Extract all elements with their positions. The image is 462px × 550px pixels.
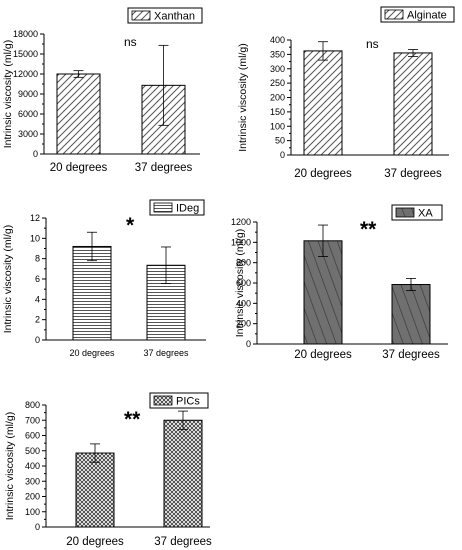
y-tick-label: 600	[236, 278, 251, 288]
x-category-label: 20 degrees	[294, 349, 352, 361]
legend-swatch	[153, 395, 173, 406]
y-tick-label: 9000	[18, 89, 38, 99]
x-category-label: 37 degrees	[135, 162, 193, 174]
y-tick-label: 1200	[231, 217, 251, 227]
y-axis-label: Intrinsic viscosity (ml/g)	[4, 412, 16, 521]
y-tick-label: 100	[270, 121, 285, 131]
y-tick-label: 150	[270, 107, 285, 117]
y-axis-label: Intrinsic viscosity (ml/g)	[2, 40, 14, 149]
y-tick-label: 200	[25, 492, 40, 502]
x-category-label: 20 degrees	[50, 162, 108, 174]
legend-label: Xanthan	[154, 11, 195, 23]
legend-swatch	[384, 9, 404, 20]
y-tick-label: 400	[25, 461, 40, 471]
y-tick-label: 12000	[13, 69, 38, 79]
bar-alginate-1	[303, 50, 343, 156]
significance-label: *	[126, 214, 135, 237]
legend-swatch	[395, 207, 415, 218]
x-category-label: 20 degrees	[294, 168, 352, 180]
y-tick-label: 15000	[13, 49, 38, 59]
y-tick-label: 0	[35, 522, 40, 532]
y-tick-label: 2	[35, 315, 40, 325]
y-tick-label: 4	[35, 294, 40, 304]
y-tick-label: 800	[25, 400, 40, 410]
bar-pics-1	[75, 452, 115, 528]
y-tick-label: 100	[25, 507, 40, 517]
bar-xa-2	[391, 284, 431, 345]
x-category-label: 20 degrees	[66, 536, 124, 548]
y-axis-label: Intrinsic viscosity (ml/g)	[2, 225, 14, 334]
y-tick-label: 6000	[18, 109, 38, 119]
bar-pics-2	[163, 419, 203, 528]
legend-label: PICs	[176, 396, 200, 408]
y-tick-label: 1000	[231, 237, 251, 247]
y-axis-label: Intrinsic viscosity (ml/g)	[237, 43, 249, 152]
y-tick-label: 18000	[13, 29, 38, 39]
y-tick-label: 500	[25, 446, 40, 456]
bar-alginate-2	[393, 52, 433, 156]
chart-panel-pics: 0 100 200 300 400 500 600 700 800 Intrinsic visco…	[4, 392, 212, 548]
y-tick-label: 3000	[18, 129, 38, 139]
y-tick-label: 300	[25, 476, 40, 486]
y-tick-label: 6	[35, 274, 40, 284]
y-tick-label: 300	[270, 64, 285, 74]
significance-label: **	[124, 408, 141, 431]
legend-swatch	[153, 202, 173, 213]
y-tick-label: 250	[270, 78, 285, 88]
y-tick-label: 0	[246, 339, 251, 349]
legend-label: XA	[418, 208, 433, 220]
y-tick-label: 0	[33, 149, 38, 159]
significance-label: **	[360, 218, 377, 241]
y-tick-label: 12	[30, 213, 40, 223]
x-category-label: 20 degrees	[69, 348, 115, 358]
x-category-label: 37 degrees	[384, 168, 442, 180]
y-tick-label: 200	[236, 319, 251, 329]
chart-panel-alginate: 0 50 100 150 200 250 300 350 400 Intrinsic viscos…	[237, 6, 455, 180]
y-tick-label: 10	[30, 233, 40, 243]
y-tick-label: 0	[280, 150, 285, 160]
y-tick-label: 400	[270, 35, 285, 45]
significance-label: ns	[366, 37, 379, 51]
y-tick-label: 400	[236, 298, 251, 308]
significance-label: ns	[124, 35, 137, 49]
chart-panel-xa: 0 200 400 600 800 1000 1200 Intrinsic viscosity…	[231, 204, 448, 361]
y-tick-label: 600	[25, 431, 40, 441]
bar-ideg-1	[72, 245, 112, 341]
x-category-label: 37 degrees	[154, 536, 212, 548]
legend-label: Alginate	[407, 10, 447, 22]
y-axis-label: Intrinsic viscosity (ml/g)	[234, 229, 246, 338]
x-category-label: 37 degrees	[143, 348, 189, 358]
legend-swatch	[131, 10, 151, 21]
y-tick-label: 50	[275, 136, 285, 146]
legend-label: IDeg	[176, 203, 199, 215]
x-category-label: 37 degrees	[382, 349, 440, 361]
chart-panel-ideg: 0 2 4 6 8 10 12 Intrinsic viscosity (ml/g) 20 de…	[2, 199, 206, 358]
y-tick-label: 200	[270, 93, 285, 103]
y-tick-label: 0	[35, 335, 40, 345]
y-tick-label: 800	[236, 258, 251, 268]
y-tick-label: 700	[25, 415, 40, 425]
y-tick-label: 350	[270, 49, 285, 59]
bar-xanthan-1	[56, 73, 101, 155]
y-tick-label: 8	[35, 254, 40, 264]
